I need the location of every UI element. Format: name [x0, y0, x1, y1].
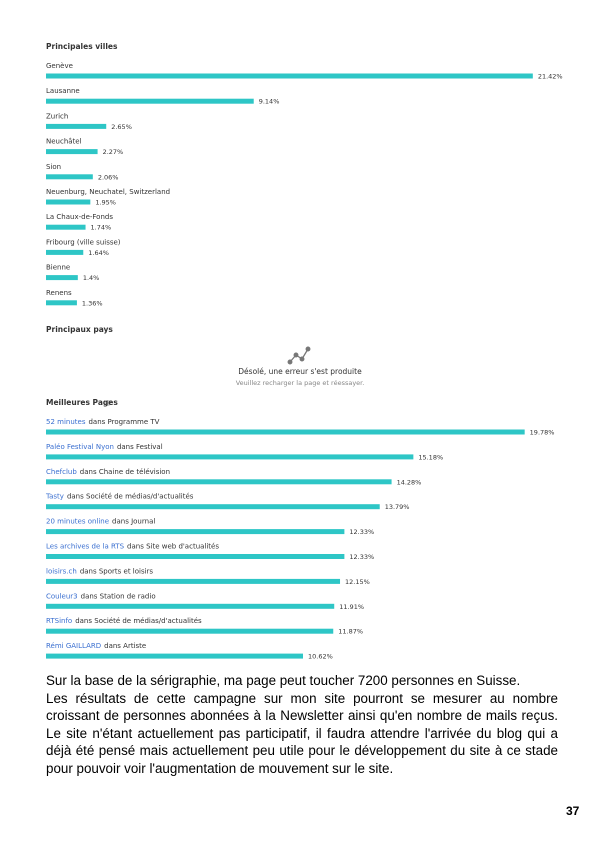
bar	[46, 249, 84, 255]
page-link: Les archives de la RTS	[46, 543, 125, 551]
info-icon	[105, 400, 111, 406]
row-label: Neuchâtel	[46, 138, 82, 146]
page-number: 37	[566, 804, 580, 818]
error-hint: Veuillez recharger la page et réessayer.	[236, 379, 365, 387]
value-label: 1.36%	[82, 299, 103, 307]
error-message: Désolé, une erreur s'est produite	[238, 367, 362, 376]
value-label: 12.33%	[349, 553, 374, 561]
bar	[46, 73, 533, 79]
row-label: Zurich	[46, 112, 68, 120]
row-label: 52 minutes dans Programme TV	[46, 418, 160, 426]
value-label: 2.65%	[111, 123, 132, 131]
bar	[46, 199, 91, 205]
page-link: loisirs.ch	[46, 567, 77, 575]
bar	[46, 628, 334, 634]
bar	[46, 454, 414, 460]
page-link: Paléo Festival Nyon	[46, 443, 114, 451]
chart-title: Principales villes	[46, 42, 118, 51]
page-category: dans Société de médias/d'actualités	[67, 493, 194, 501]
value-label: 12.15%	[345, 578, 370, 586]
row-label: Renens	[46, 289, 72, 297]
bar	[46, 578, 341, 584]
bar	[46, 174, 93, 180]
charts: Principaux pays Désolé, une erreur s'est…	[45, 42, 563, 661]
bar	[46, 275, 78, 281]
value-label: 11.91%	[339, 603, 364, 611]
bar	[46, 98, 254, 104]
value-label: 13.79%	[385, 503, 410, 511]
row-label: Chefclub dans Chaine de télévision	[46, 468, 170, 476]
page-category: dans Chaine de télévision	[80, 468, 170, 476]
row-label: La Chaux-de-Fonds	[46, 213, 113, 221]
value-label: 1.64%	[88, 249, 109, 257]
row-label: Tasty dans Société de médias/d'actualités	[45, 493, 194, 501]
value-label: 1.4%	[83, 274, 100, 282]
page-link: Couleur3	[46, 592, 78, 600]
row-label: Genève	[46, 62, 73, 70]
row-label: Rémi GAILLARD dans Artiste	[46, 642, 146, 650]
row-label: loisirs.ch dans Sports et loisirs	[46, 567, 153, 575]
row-label: RTSinfo dans Société de médias/d'actualit…	[46, 617, 202, 625]
value-label: 21.42%	[538, 73, 563, 81]
value-label: 11.87%	[338, 628, 363, 636]
value-label: 12.33%	[349, 528, 374, 536]
value-label: 19.78%	[530, 429, 555, 437]
page-category: dans Station de radio	[81, 592, 156, 600]
row-label: 20 minutes online dans Journal	[46, 518, 155, 526]
value-label: 14.28%	[397, 478, 422, 486]
page-category: dans Société de médias/d'actualités	[75, 617, 202, 625]
value-label: 10.62%	[308, 653, 333, 661]
row-label: Sion	[46, 163, 61, 171]
bar	[46, 149, 98, 155]
value-label: 9.14%	[259, 98, 280, 106]
row-label: Neuenburg, Neuchatel, Switzerland	[46, 188, 170, 196]
bar	[46, 479, 392, 485]
page-category: dans Programme TV	[88, 418, 159, 426]
value-label: 1.74%	[91, 224, 112, 232]
page-link: Rémi GAILLARD	[46, 642, 101, 650]
row-label: Fribourg (ville suisse)	[46, 238, 121, 246]
bar	[46, 504, 380, 510]
page-category: dans Journal	[112, 518, 155, 526]
page-link: RTSinfo	[46, 617, 72, 625]
page-category: dans Site web d'actualités	[127, 543, 219, 551]
row-label: Couleur3 dans Station de radio	[46, 592, 156, 600]
error-icon	[287, 346, 311, 365]
row-label: Lausanne	[46, 87, 80, 95]
bar	[46, 554, 345, 559]
value-label: 2.27%	[103, 148, 124, 156]
chart-title: Meilleures Pages	[46, 398, 118, 407]
bar	[46, 603, 335, 609]
paragraph: Les résultats de cette campagne sur mon …	[46, 690, 558, 776]
bar	[46, 224, 86, 230]
row-label: Bienne	[46, 264, 70, 272]
value-label: 2.06%	[98, 173, 119, 181]
page-link: 52 minutes	[46, 418, 86, 426]
bar	[46, 653, 304, 659]
value-label: 15.18%	[418, 453, 443, 461]
page-link: 20 minutes online	[46, 518, 109, 526]
page-category: dans Sports et loisirs	[80, 567, 154, 575]
value-label: 1.95%	[95, 199, 116, 207]
page-category: dans Artiste	[104, 642, 146, 650]
paragraph: Sur la base de la sérigraphie, ma page p…	[46, 673, 521, 688]
page-link: Tasty	[45, 493, 64, 501]
page-link: Chefclub	[46, 468, 77, 476]
row-label: Paléo Festival Nyon dans Festival	[46, 443, 163, 451]
bar	[46, 429, 525, 435]
bar	[46, 300, 77, 306]
bar	[46, 529, 345, 535]
page-category: dans Festival	[117, 443, 163, 451]
bar	[46, 123, 107, 129]
row-label: Les archives de la RTS dans Site web d'ac…	[46, 543, 219, 551]
section-title: Principaux pays	[46, 325, 113, 334]
